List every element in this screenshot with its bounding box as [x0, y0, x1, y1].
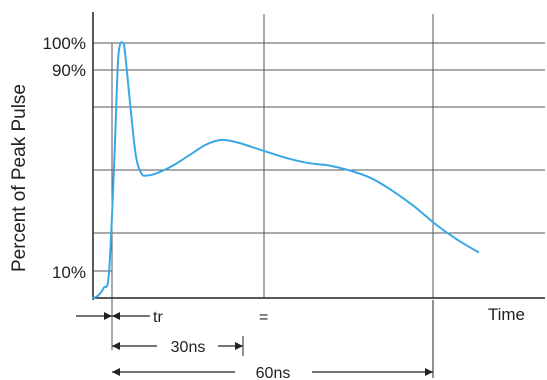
t60-arrow-right — [425, 368, 433, 376]
y-tick-10: 10% — [52, 263, 86, 282]
timing-annotations: tr = 30ns 60ns — [76, 300, 434, 380]
y-tick-labels: 100% 90% 10% — [43, 34, 86, 282]
equals-label: = — [259, 309, 268, 326]
tr-label: tr — [153, 309, 163, 326]
y-tick-90: 90% — [52, 61, 86, 80]
x-axis-label: Time — [488, 305, 525, 324]
y-tick-100: 100% — [43, 34, 86, 53]
t30-label: 30ns — [171, 339, 206, 356]
tr-arrow-left-head — [104, 312, 112, 320]
y-axis-label: Percent of Peak Pulse — [9, 84, 30, 272]
t60-label: 60ns — [256, 365, 291, 380]
grid-lines — [93, 14, 545, 350]
axes — [92, 12, 545, 300]
tr-arrow-right-head — [112, 312, 120, 320]
t60-arrow-left — [112, 368, 120, 376]
t30-arrow-left — [112, 342, 120, 350]
t30-arrow-right — [235, 342, 243, 350]
pulse-series-line — [92, 41, 480, 299]
